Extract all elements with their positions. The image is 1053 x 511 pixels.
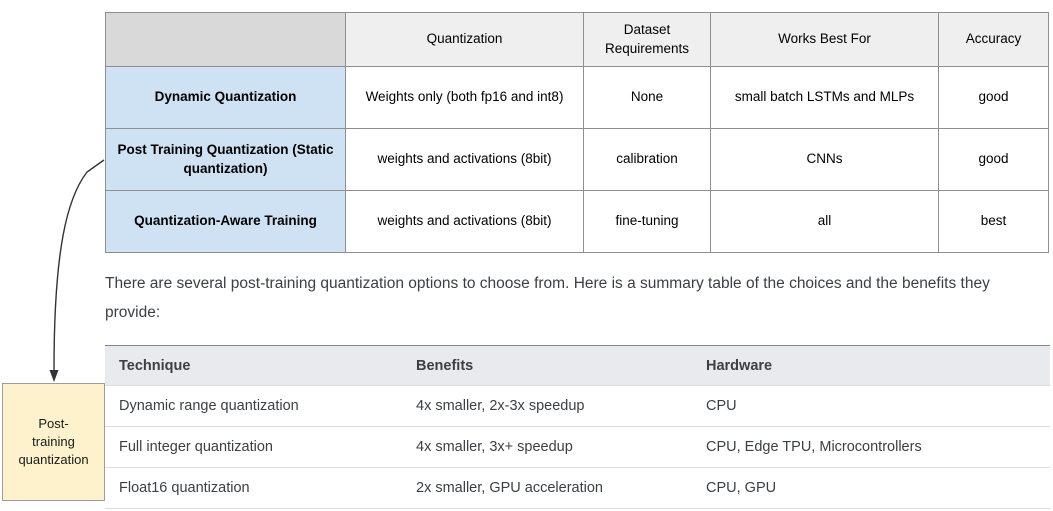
cell-accuracy: good	[938, 66, 1049, 129]
table-row: Dynamic range quantization 4x smaller, 2…	[105, 385, 1050, 427]
arrowhead-icon	[49, 370, 59, 382]
column-header-technique: Technique	[105, 345, 402, 386]
cell-quantization: Weights only (both fp16 and int8)	[345, 66, 584, 129]
cell-benefits: 2x smaller, GPU acceleration	[402, 467, 692, 509]
note-line: quantization	[18, 452, 89, 467]
post-training-options-table: Technique Benefits Hardware Dynamic rang…	[105, 345, 1050, 509]
cell-benefits: 4x smaller, 3x+ speedup	[402, 426, 692, 468]
cell-hardware: CPU	[692, 385, 1050, 427]
row-label-post-training-quantization: Post Training Quantization (Static quant…	[105, 128, 346, 191]
column-header-accuracy: Accuracy	[938, 12, 1049, 67]
cell-quantization: weights and activations (8bit)	[345, 128, 584, 191]
cell-accuracy: good	[938, 128, 1049, 191]
cell-works-best-for: CNNs	[710, 128, 939, 191]
note-line: training	[32, 434, 75, 449]
intro-paragraph: There are several post-training quantiza…	[105, 275, 990, 321]
corner-cell	[105, 12, 346, 67]
cell-hardware: CPU, Edge TPU, Microcontrollers	[692, 426, 1050, 468]
cell-dataset-requirements: None	[583, 66, 711, 129]
cell-hardware: CPU, GPU	[692, 467, 1050, 509]
comparison-header-row: Quantization Dataset Requirements Works …	[105, 12, 1049, 67]
summary-header-row: Technique Benefits Hardware	[105, 345, 1050, 386]
cell-dataset-requirements: calibration	[583, 128, 711, 191]
cell-technique: Dynamic range quantization	[105, 385, 402, 427]
cell-technique: Full integer quantization	[105, 426, 402, 468]
cell-technique: Float16 quantization	[105, 467, 402, 509]
column-header-works-best-for: Works Best For	[710, 12, 939, 67]
post-training-quantization-note: Post- training quantization	[2, 383, 105, 501]
table-row: Quantization-Aware Training weights and …	[105, 190, 1049, 253]
cell-dataset-requirements: fine-tuning	[583, 190, 711, 253]
quantization-comparison-table: Quantization Dataset Requirements Works …	[105, 12, 1049, 253]
cell-benefits: 4x smaller, 2x-3x speedup	[402, 385, 692, 427]
table-row: Post Training Quantization (Static quant…	[105, 128, 1049, 191]
cell-works-best-for: all	[710, 190, 939, 253]
column-header-benefits: Benefits	[402, 345, 692, 386]
column-header-dataset-requirements: Dataset Requirements	[583, 12, 711, 67]
cell-quantization: weights and activations (8bit)	[345, 190, 584, 253]
column-header-hardware: Hardware	[692, 345, 1050, 386]
table-row: Dynamic Quantization Weights only (both …	[105, 66, 1049, 129]
cell-accuracy: best	[938, 190, 1049, 253]
row-label-quantization-aware-training: Quantization-Aware Training	[105, 190, 346, 253]
table-row: Float16 quantization 2x smaller, GPU acc…	[105, 467, 1050, 509]
column-header-quantization: Quantization	[345, 12, 584, 67]
cell-works-best-for: small batch LSTMs and MLPs	[710, 66, 939, 129]
note-line: Post-	[38, 416, 69, 431]
table-row: Full integer quantization 4x smaller, 3x…	[105, 426, 1050, 468]
row-label-dynamic-quantization: Dynamic Quantization	[105, 66, 346, 129]
